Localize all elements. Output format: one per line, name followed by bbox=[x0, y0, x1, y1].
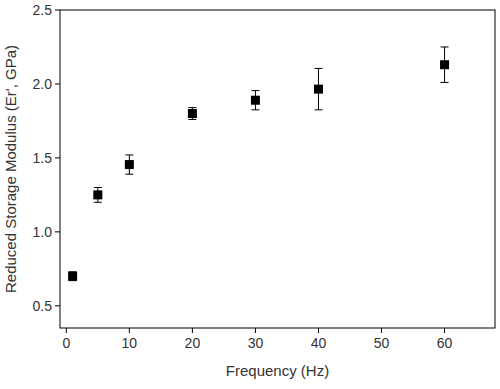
point bbox=[68, 272, 77, 281]
error-cap bbox=[188, 119, 196, 120]
error-bar bbox=[441, 47, 449, 82]
x-tick bbox=[255, 328, 256, 333]
point bbox=[251, 96, 260, 105]
y-tick bbox=[55, 157, 60, 158]
y-tick-label: 1.5 bbox=[33, 150, 53, 166]
point bbox=[314, 85, 323, 94]
y-tick bbox=[55, 305, 60, 306]
error-bar bbox=[94, 187, 102, 202]
error-bar bbox=[314, 68, 322, 109]
y-tick-label: 0.5 bbox=[33, 298, 53, 314]
y-tick bbox=[55, 231, 60, 232]
x-tick-label: 10 bbox=[122, 335, 138, 351]
error-bar bbox=[69, 272, 77, 281]
error-bar bbox=[188, 108, 196, 120]
x-tick-label: 50 bbox=[374, 335, 390, 351]
error-cap bbox=[125, 154, 133, 155]
chart: 0 10 20 30 40 50 60 0.5 1.0 1.5 2.0 2.5 Frequency (H… bbox=[0, 0, 500, 389]
x-tick-label: 40 bbox=[311, 335, 327, 351]
plot-frame bbox=[60, 10, 495, 328]
x-tick bbox=[66, 328, 67, 333]
x-tick bbox=[318, 328, 319, 333]
y-tick-label: 2.0 bbox=[33, 76, 53, 92]
plot-area bbox=[68, 47, 449, 281]
chart-svg: 0 10 20 30 40 50 60 0.5 1.0 1.5 2.0 2.5 Frequency (H… bbox=[0, 0, 500, 389]
x-tick bbox=[129, 328, 130, 333]
error-cap bbox=[94, 202, 102, 203]
error-cap bbox=[441, 82, 449, 83]
y-tick bbox=[55, 10, 60, 11]
error-bar bbox=[251, 91, 259, 110]
y-axis-label: Reduced Storage Modulus (Er', GPa) bbox=[2, 45, 19, 293]
error-cap bbox=[314, 109, 322, 110]
y-tick bbox=[55, 83, 60, 84]
point bbox=[440, 60, 449, 69]
error-cap bbox=[251, 90, 259, 91]
y-tick-label: 1.0 bbox=[33, 224, 53, 240]
error-cap bbox=[94, 187, 102, 188]
x-tick-label: 0 bbox=[62, 335, 70, 351]
x-tick-label: 20 bbox=[185, 335, 201, 351]
point bbox=[93, 190, 102, 199]
point bbox=[125, 160, 134, 169]
error-cap bbox=[251, 109, 259, 110]
x-tick bbox=[444, 328, 445, 333]
point bbox=[188, 109, 197, 118]
error-cap bbox=[441, 46, 449, 47]
error-cap bbox=[314, 68, 322, 69]
x-tick-label: 30 bbox=[248, 335, 264, 351]
x-axis-label: Frequency (Hz) bbox=[226, 362, 329, 379]
error-cap bbox=[125, 174, 133, 175]
error-cap bbox=[188, 107, 196, 108]
error-bar bbox=[125, 155, 133, 174]
x-tick bbox=[381, 328, 382, 333]
x-tick-label: 60 bbox=[437, 335, 453, 351]
y-tick-label: 2.5 bbox=[33, 2, 53, 18]
x-tick bbox=[192, 328, 193, 333]
